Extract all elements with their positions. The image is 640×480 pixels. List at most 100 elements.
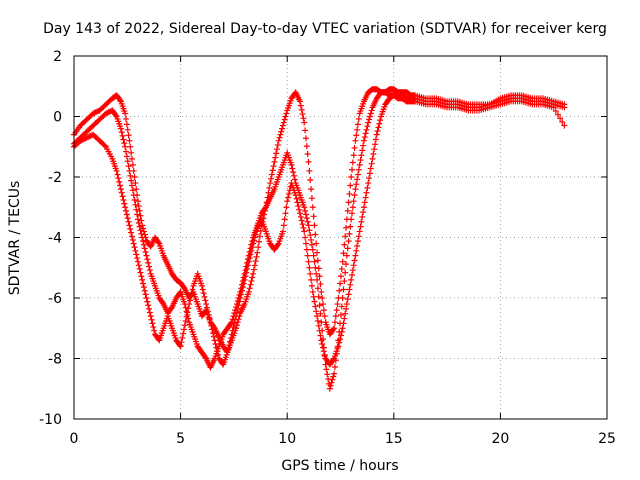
data-point — [306, 167, 313, 174]
data-point — [550, 104, 557, 111]
data-point — [303, 246, 310, 253]
data-point — [129, 187, 136, 194]
data-point — [348, 216, 355, 223]
data-point — [366, 116, 373, 123]
data-point — [143, 252, 150, 259]
data-point — [202, 354, 209, 361]
data-point — [318, 288, 325, 295]
data-point — [181, 284, 188, 291]
data-point — [552, 108, 559, 115]
data-point — [279, 125, 286, 132]
data-point — [357, 157, 364, 164]
data-point — [131, 244, 138, 251]
data-point — [298, 106, 305, 113]
data-point — [142, 249, 149, 256]
data-point — [145, 259, 152, 266]
y-tick-label: 0 — [53, 110, 62, 126]
data-point — [336, 287, 343, 294]
data-point — [314, 276, 321, 283]
data-point — [274, 241, 281, 248]
data-point — [347, 182, 354, 189]
data-point — [285, 190, 292, 197]
data-point — [341, 241, 348, 248]
data-point — [341, 278, 348, 285]
data-point — [128, 155, 135, 162]
data-point — [253, 228, 260, 235]
data-point — [134, 216, 141, 223]
data-point — [117, 97, 124, 104]
x-axis-label: GPS time / hours — [281, 458, 398, 474]
data-point — [123, 121, 130, 128]
data-point — [201, 293, 208, 300]
data-point — [141, 245, 148, 252]
data-point — [347, 281, 354, 288]
data-point — [309, 288, 316, 295]
data-point — [303, 143, 310, 150]
data-point — [361, 134, 368, 141]
data-point — [249, 244, 256, 251]
data-point — [131, 196, 138, 203]
data-point — [279, 228, 286, 235]
data-point — [277, 131, 284, 138]
data-point — [281, 116, 288, 123]
data-point — [147, 313, 154, 320]
data-point — [299, 111, 306, 118]
data-point — [236, 298, 243, 305]
data-point — [339, 295, 346, 301]
data-point — [246, 285, 253, 292]
data-point — [366, 175, 373, 182]
data-point — [359, 213, 366, 220]
data-point — [118, 189, 125, 196]
data-point — [186, 297, 193, 304]
data-point — [281, 216, 288, 223]
data-point — [367, 110, 374, 117]
data-point — [126, 222, 133, 229]
data-point — [239, 284, 246, 291]
data-point — [244, 265, 251, 272]
data-point — [311, 298, 318, 305]
data-point — [200, 290, 207, 297]
data-point — [139, 234, 146, 241]
data-point — [257, 227, 264, 234]
data-point — [301, 119, 308, 126]
data-point — [137, 227, 144, 234]
data-point — [331, 363, 338, 370]
data-point — [137, 212, 144, 219]
data-point — [267, 175, 274, 182]
data-point — [267, 180, 274, 187]
data-point — [273, 150, 280, 157]
x-tick-label: 20 — [491, 431, 509, 447]
data-point — [123, 211, 130, 218]
data-point — [132, 247, 139, 254]
data-point — [242, 273, 249, 280]
data-point — [297, 213, 304, 220]
data-point — [176, 342, 183, 349]
data-point — [377, 117, 384, 124]
data-point — [350, 152, 357, 159]
data-point — [327, 382, 334, 389]
data-point — [314, 317, 321, 324]
data-point — [117, 182, 124, 189]
data-point — [355, 233, 362, 240]
data-point — [350, 198, 357, 205]
data-point — [207, 319, 214, 326]
y-tick-label: -4 — [48, 231, 62, 247]
data-point — [146, 305, 153, 312]
data-point — [368, 160, 375, 167]
data-point — [318, 337, 325, 344]
data-point — [323, 366, 330, 373]
data-point — [210, 333, 217, 340]
data-point — [361, 199, 368, 206]
data-point — [146, 263, 153, 270]
data-point — [336, 339, 343, 346]
data-point — [122, 110, 129, 117]
data-point — [135, 262, 142, 269]
data-point — [256, 233, 263, 240]
data-point — [177, 343, 184, 350]
data-point — [270, 163, 277, 170]
data-point — [306, 264, 313, 271]
data-point — [349, 204, 356, 211]
data-point — [182, 317, 189, 324]
data-point — [198, 282, 205, 289]
data-point — [372, 136, 379, 143]
